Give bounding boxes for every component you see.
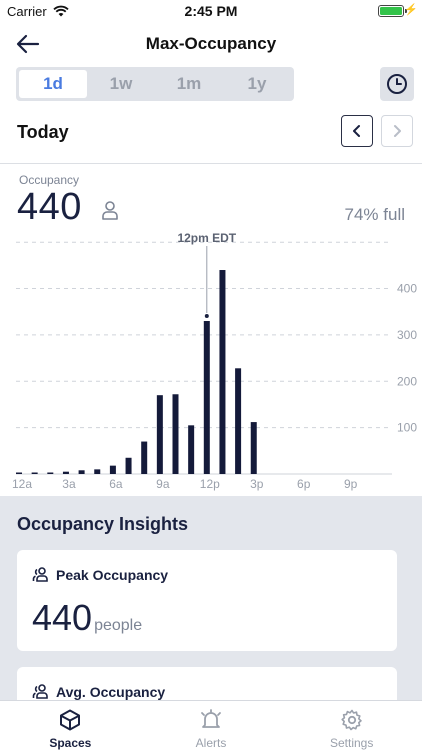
bell-icon bbox=[201, 709, 221, 728]
chart-bar bbox=[62, 471, 69, 474]
clock-icon bbox=[387, 74, 407, 94]
peak-occupancy-card[interactable]: Peak Occupancy 440 people bbox=[17, 550, 397, 651]
people-icon bbox=[32, 567, 48, 582]
previous-period-button[interactable] bbox=[341, 115, 373, 147]
tab-settings-label: Settings bbox=[330, 736, 374, 750]
insights-section: Occupancy Insights Peak Occupancy 440 pe… bbox=[0, 496, 422, 700]
peak-occupancy-header: Peak Occupancy bbox=[32, 567, 168, 583]
navigation-bar: Max-Occupancy bbox=[0, 26, 422, 62]
chart-bar bbox=[16, 472, 22, 474]
x-tick-label: 12a bbox=[12, 477, 32, 491]
status-bar: Carrier 2:45 PM ⚡ bbox=[0, 0, 422, 22]
x-tick-label: 6p bbox=[297, 477, 311, 491]
y-tick-label: 100 bbox=[397, 421, 417, 435]
tab-1w[interactable]: 1w bbox=[109, 74, 133, 93]
gear-icon bbox=[341, 709, 362, 731]
x-tick-label: 6a bbox=[109, 477, 123, 491]
chevron-right-icon bbox=[394, 125, 401, 137]
tab-alerts-label: Alerts bbox=[195, 736, 227, 750]
peak-occupancy-value: 440 bbox=[32, 597, 93, 638]
occupancy-value: 440 bbox=[17, 186, 82, 228]
range-selector: 1d 1w 1m 1y bbox=[16, 67, 294, 101]
carrier-label: Carrier bbox=[7, 4, 47, 19]
back-button[interactable] bbox=[14, 30, 42, 58]
x-tick-label: 3a bbox=[62, 477, 76, 491]
percent-full: 74% full bbox=[344, 205, 405, 224]
chart-bar bbox=[250, 422, 257, 474]
tab-1y[interactable]: 1y bbox=[247, 74, 267, 93]
avg-occupancy-card[interactable]: Avg. Occupancy bbox=[17, 667, 397, 700]
chart-bar bbox=[94, 469, 101, 474]
y-tick-label: 400 bbox=[397, 282, 417, 296]
clock-time: 2:45 PM bbox=[184, 3, 238, 19]
wifi-icon bbox=[53, 4, 69, 22]
avg-occupancy-label: Avg. Occupancy bbox=[56, 684, 166, 700]
peak-marker-dot bbox=[204, 314, 209, 319]
chart-bar bbox=[235, 368, 242, 474]
next-period-button[interactable] bbox=[381, 115, 413, 147]
y-tick-label: 300 bbox=[397, 328, 417, 342]
chart-bar bbox=[172, 394, 179, 474]
chart-svg: 100 200 300 400 12pm EDT 12a 3a 6a 9a 12p 3p 6p 9p bbox=[12, 231, 417, 491]
x-tick-label: 9a bbox=[156, 477, 170, 491]
chart-bar bbox=[109, 465, 116, 474]
occupancy-chart: 100 200 300 400 12pm EDT 12a 3a 6a 9a 12p 3p 6p 9p bbox=[0, 226, 422, 496]
chart-bar bbox=[156, 395, 163, 474]
x-tick-label: 3p bbox=[250, 477, 264, 491]
tab-spaces[interactable]: Spaces bbox=[0, 701, 141, 750]
peak-label: 12pm EDT bbox=[177, 231, 236, 245]
chart-bar bbox=[31, 472, 38, 474]
x-tick-label: 9p bbox=[344, 477, 358, 491]
chart-bar bbox=[125, 457, 132, 474]
page-title: Max-Occupancy bbox=[145, 34, 277, 53]
tab-1d[interactable]: 1d bbox=[19, 70, 87, 98]
peak-occupancy-value-row: 440 people bbox=[32, 597, 142, 639]
tab-alerts[interactable]: Alerts bbox=[141, 701, 282, 750]
peak-occupancy-unit: people bbox=[94, 617, 143, 634]
chart-bar bbox=[188, 425, 195, 474]
occupancy-label: Occupancy bbox=[19, 173, 80, 187]
insights-title: Occupancy Insights bbox=[17, 514, 189, 534]
y-tick-label: 200 bbox=[397, 374, 417, 388]
cube-icon bbox=[60, 709, 81, 731]
period-label: Today bbox=[17, 122, 69, 142]
tab-1m[interactable]: 1m bbox=[176, 74, 202, 93]
battery-icon bbox=[378, 5, 404, 17]
person-icon bbox=[101, 200, 119, 225]
tab-spaces-label: Spaces bbox=[49, 736, 92, 750]
charging-bolt-icon: ⚡ bbox=[404, 4, 418, 16]
back-arrow-icon bbox=[16, 34, 40, 54]
history-button[interactable] bbox=[380, 67, 414, 101]
chevron-left-icon bbox=[353, 125, 360, 137]
chart-bar bbox=[47, 472, 54, 474]
chart-bar bbox=[141, 441, 148, 474]
tab-settings[interactable]: Settings bbox=[281, 701, 422, 750]
chart-bar bbox=[219, 270, 226, 474]
people-icon bbox=[32, 684, 48, 699]
tab-bar: Spaces Alerts Settings bbox=[0, 700, 422, 750]
peak-occupancy-label: Peak Occupancy bbox=[56, 567, 169, 583]
chart-bar bbox=[203, 321, 210, 474]
battery-tip bbox=[405, 9, 407, 13]
x-tick-label: 12p bbox=[200, 477, 220, 491]
divider bbox=[0, 163, 422, 164]
chart-bar bbox=[78, 470, 85, 474]
avg-occupancy-header: Avg. Occupancy bbox=[32, 684, 165, 700]
